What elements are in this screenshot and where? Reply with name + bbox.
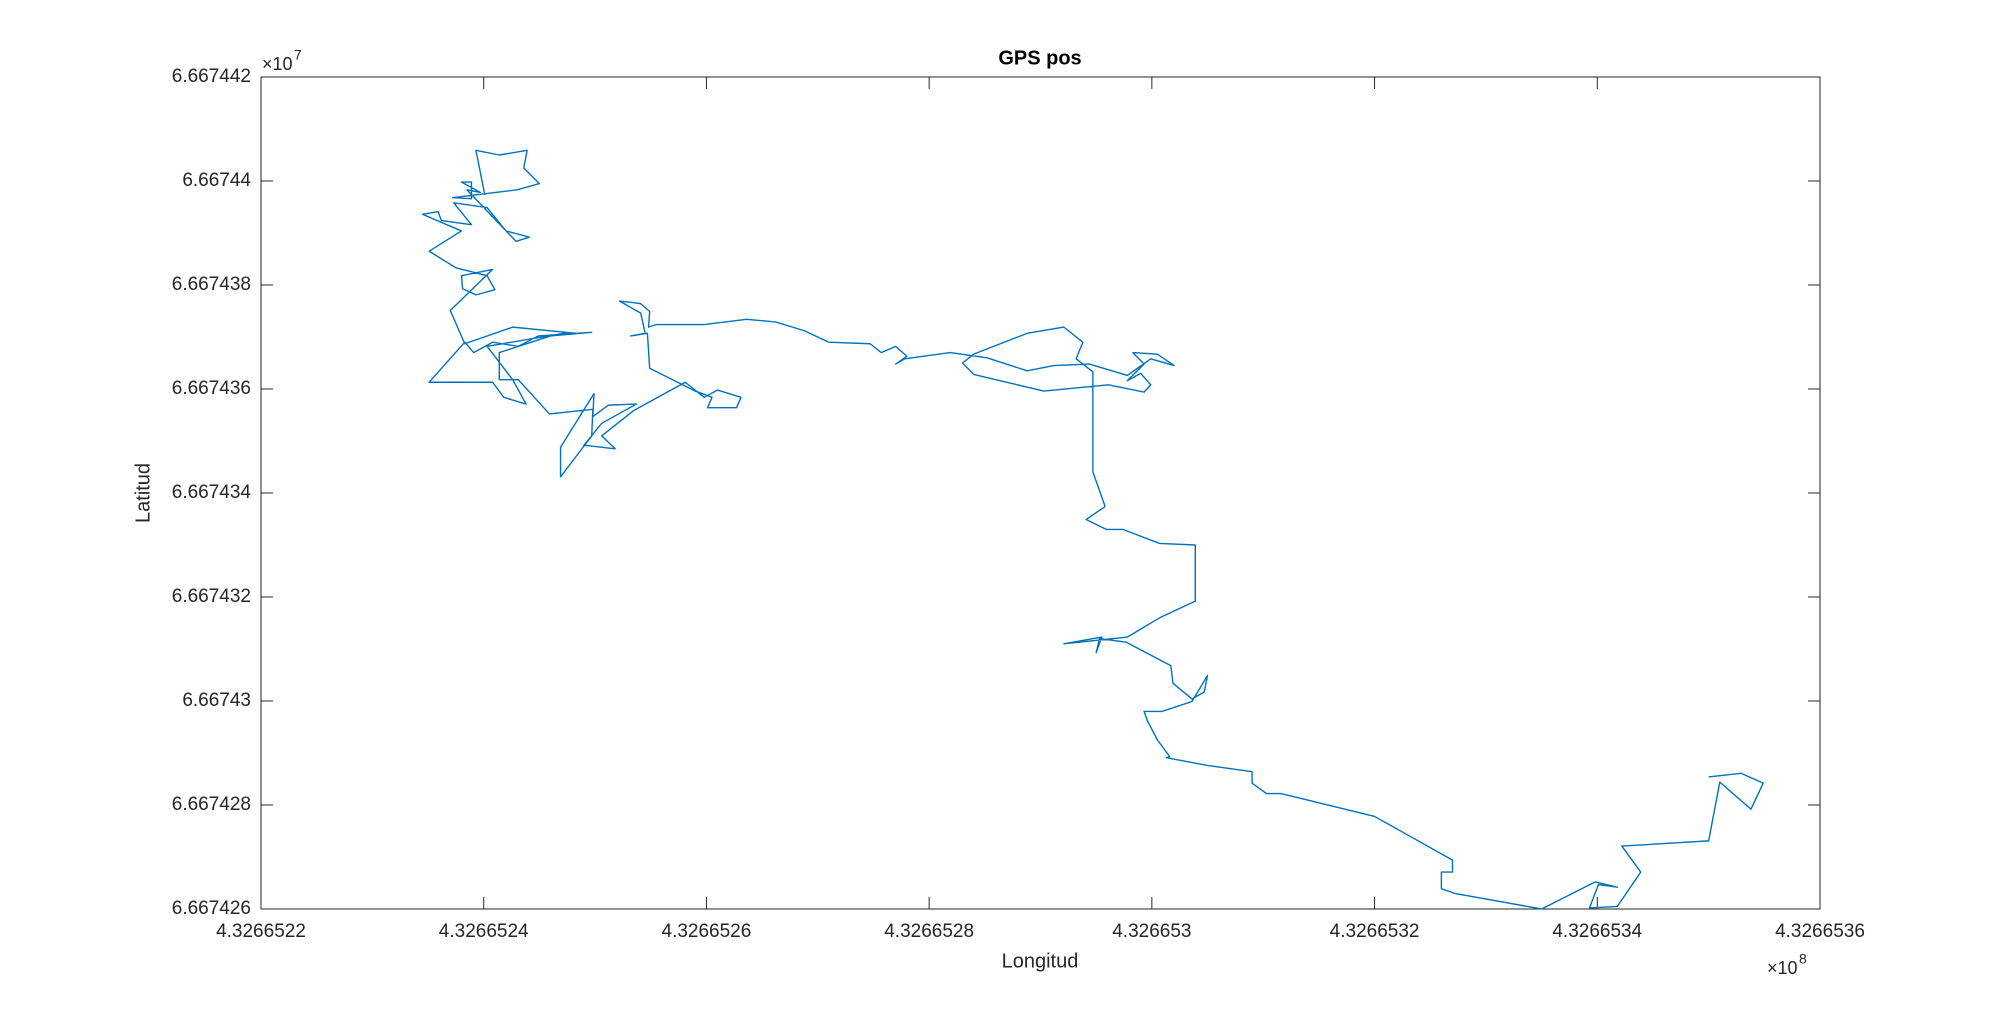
x-tick-label: 4.326653 <box>1112 921 1191 942</box>
y-multiplier-power: 7 <box>294 47 302 63</box>
x-tick-label: 4.3266528 <box>884 921 974 942</box>
x-tick-label: 4.3266534 <box>1552 921 1642 942</box>
x-tick-label: 4.3266526 <box>662 921 752 942</box>
gps-track <box>421 149 1764 910</box>
y-tick-label: 6.667432 <box>172 586 251 607</box>
y-tick-label: 6.66743 <box>182 690 251 711</box>
x-tick-label: 4.3266522 <box>216 921 306 942</box>
y-multiplier-base: ×10 <box>262 54 293 74</box>
x-tick-label: 4.3266536 <box>1775 921 1865 942</box>
plot-area <box>260 76 1821 910</box>
y-tick-label: 6.667436 <box>172 378 251 399</box>
y-axis-label: Latitud <box>132 463 154 523</box>
y-tick-label: 6.667442 <box>172 66 251 87</box>
y-tick-label: 6.66744 <box>182 170 251 191</box>
chart-title: GPS pos <box>998 47 1081 69</box>
x-multiplier-power: 8 <box>1799 951 1807 967</box>
x-axis-label: Longitud <box>1002 950 1079 972</box>
y-tick-label: 6.667434 <box>172 482 252 503</box>
y-tick-label: 6.667438 <box>172 274 251 295</box>
x-tick-label: 4.3266524 <box>439 921 529 942</box>
y-tick-label: 6.667426 <box>172 898 251 919</box>
y-tick-label: 6.667428 <box>172 794 251 815</box>
x-multiplier-base: ×10 <box>1767 958 1798 978</box>
x-tick-label: 4.3266532 <box>1330 921 1420 942</box>
